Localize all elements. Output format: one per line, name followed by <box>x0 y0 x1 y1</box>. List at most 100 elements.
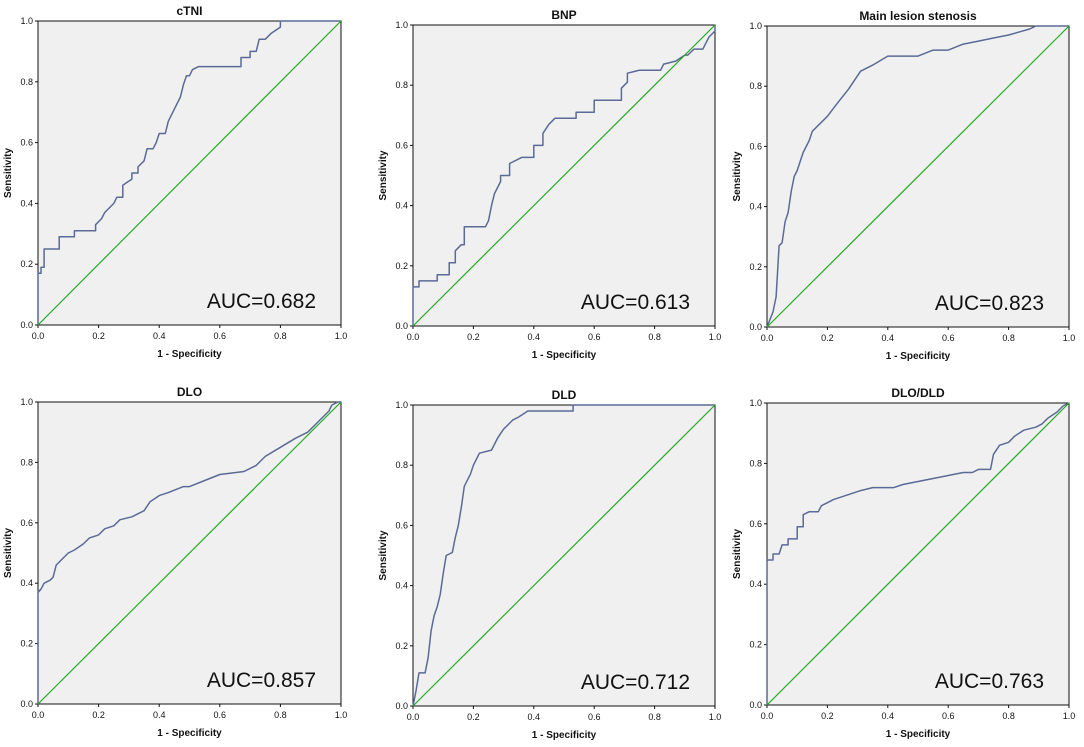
x-tick-label: 0.4 <box>882 711 895 721</box>
y-tick-label: 0.8 <box>395 80 408 90</box>
reference-line <box>766 402 1070 706</box>
x-tick-label: 0.6 <box>942 711 955 721</box>
y-tick-label: 0.6 <box>20 518 33 528</box>
auc-label: AUC=0.823 <box>935 292 1044 315</box>
y-tick-label: 1.0 <box>749 21 762 31</box>
y-tick-label: 1.0 <box>20 16 33 26</box>
x-tick-label: 0.4 <box>528 712 541 722</box>
x-tick-label: 1.0 <box>335 331 348 341</box>
y-tick-label: 0.6 <box>395 140 408 150</box>
roc-curve-line <box>37 20 341 325</box>
x-axis-label: 1 - Specificity <box>886 351 951 362</box>
y-tick-label: 0.6 <box>749 141 762 151</box>
roc-curve-line <box>37 401 341 704</box>
x-tick-label: 1.0 <box>709 332 722 342</box>
auc-label: AUC=0.613 <box>581 291 690 314</box>
x-tick-label: 0.0 <box>761 711 774 721</box>
y-axis-label: Sensitivity <box>732 151 743 201</box>
x-tick-label: 0.0 <box>761 333 774 343</box>
x-tick-label: 1.0 <box>1063 333 1076 343</box>
reference-line <box>412 404 716 707</box>
x-tick-label: 0.4 <box>153 710 166 720</box>
x-tick-label: 0.2 <box>467 712 480 722</box>
x-tick-label: 0.8 <box>274 710 287 720</box>
y-axis-label: Sensitivity <box>3 148 14 198</box>
y-tick-label: 1.0 <box>395 20 408 30</box>
reference-line <box>766 25 1070 328</box>
y-tick-label: 0.2 <box>749 640 762 650</box>
x-tick-label: 1.0 <box>1063 711 1076 721</box>
chart-title: Main lesion stenosis <box>859 9 977 23</box>
x-tick-label: 0.2 <box>92 710 105 720</box>
auc-label: AUC=0.682 <box>207 290 316 313</box>
y-axis-label: Sensitivity <box>3 528 14 578</box>
y-tick-label: 0.4 <box>20 578 33 588</box>
auc-label: AUC=0.857 <box>207 669 316 692</box>
reference-line <box>37 20 342 326</box>
y-tick-label: 0.6 <box>20 138 33 148</box>
x-tick-label: 0.6 <box>588 332 601 342</box>
x-tick-label: 0.6 <box>214 710 227 720</box>
chart-title: DLD <box>552 388 577 402</box>
x-tick-label: 1.0 <box>709 712 722 722</box>
y-tick-label: 0.8 <box>20 457 33 467</box>
y-tick-label: 0.2 <box>20 259 33 269</box>
x-axis-label: 1 - Specificity <box>532 730 597 741</box>
x-axis-label: 1 - Specificity <box>532 350 597 361</box>
x-tick-label: 1.0 <box>335 710 348 720</box>
roc-curve-line <box>766 402 1070 705</box>
chart-title: DLO/DLD <box>891 386 945 400</box>
y-tick-label: 0.4 <box>749 202 762 212</box>
x-tick-label: 0.4 <box>882 333 895 343</box>
x-tick-label: 0.8 <box>1002 711 1015 721</box>
y-tick-label: 0.2 <box>395 261 408 271</box>
y-axis-label: Sensitivity <box>732 529 743 579</box>
y-tick-label: 1.0 <box>749 398 762 408</box>
y-tick-label: 0.2 <box>20 639 33 649</box>
x-tick-label: 0.2 <box>821 333 834 343</box>
x-tick-label: 0.6 <box>588 712 601 722</box>
chart-title: BNP <box>551 8 576 22</box>
x-tick-label: 0.8 <box>1002 333 1015 343</box>
y-tick-label: 0.4 <box>395 201 408 211</box>
x-tick-label: 0.2 <box>467 332 480 342</box>
x-tick-label: 0.8 <box>648 332 661 342</box>
y-tick-label: 0.0 <box>395 701 408 711</box>
x-axis-label: 1 - Specificity <box>157 728 222 739</box>
x-axis-label: 1 - Specificity <box>886 729 951 740</box>
y-tick-label: 1.0 <box>395 400 408 410</box>
y-tick-label: 0.6 <box>395 520 408 530</box>
y-tick-label: 1.0 <box>20 397 33 407</box>
y-axis-label: Sensitivity <box>378 530 389 580</box>
auc-label: AUC=0.712 <box>581 671 690 694</box>
x-tick-label: 0.0 <box>407 712 420 722</box>
y-tick-label: 0.0 <box>749 322 762 332</box>
roc-curve-line <box>766 25 1069 328</box>
x-tick-label: 0.0 <box>407 332 420 342</box>
y-tick-label: 0.8 <box>749 458 762 468</box>
y-tick-label: 0.8 <box>20 77 33 87</box>
y-tick-label: 0.0 <box>749 700 762 710</box>
roc-curve-line <box>412 404 715 707</box>
y-tick-label: 0.0 <box>20 699 33 709</box>
auc-label: AUC=0.763 <box>935 670 1044 693</box>
chart-title: cTNI <box>176 4 202 18</box>
y-tick-label: 0.2 <box>749 262 762 272</box>
y-tick-label: 0.0 <box>20 320 33 330</box>
y-tick-label: 0.8 <box>749 81 762 91</box>
x-tick-label: 0.2 <box>821 711 834 721</box>
x-tick-label: 0.4 <box>528 332 541 342</box>
x-tick-label: 0.8 <box>648 712 661 722</box>
x-axis-label: 1 - Specificity <box>157 349 222 360</box>
x-tick-label: 0.2 <box>92 331 105 341</box>
y-tick-label: 0.4 <box>20 198 33 208</box>
y-tick-label: 0.4 <box>395 581 408 591</box>
x-tick-label: 0.8 <box>274 331 287 341</box>
x-tick-label: 0.0 <box>32 710 45 720</box>
x-tick-label: 0.4 <box>153 331 166 341</box>
y-tick-label: 0.4 <box>749 579 762 589</box>
roc-curve-line <box>412 25 716 326</box>
y-axis-label: Sensitivity <box>378 150 389 200</box>
y-tick-label: 0.0 <box>395 321 408 331</box>
